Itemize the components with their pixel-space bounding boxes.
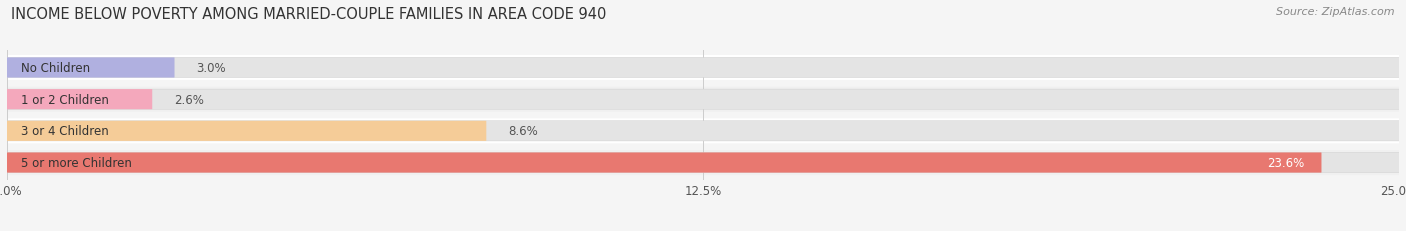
Text: 23.6%: 23.6% bbox=[1267, 156, 1305, 169]
FancyBboxPatch shape bbox=[7, 90, 152, 110]
FancyBboxPatch shape bbox=[7, 121, 486, 141]
Text: 2.6%: 2.6% bbox=[174, 93, 204, 106]
FancyBboxPatch shape bbox=[7, 90, 1399, 110]
FancyBboxPatch shape bbox=[7, 153, 1322, 173]
Text: Source: ZipAtlas.com: Source: ZipAtlas.com bbox=[1277, 7, 1395, 17]
FancyBboxPatch shape bbox=[7, 58, 1399, 78]
Text: 5 or more Children: 5 or more Children bbox=[21, 156, 132, 169]
FancyBboxPatch shape bbox=[7, 153, 1399, 173]
FancyBboxPatch shape bbox=[7, 121, 1399, 141]
FancyBboxPatch shape bbox=[7, 87, 1399, 112]
FancyBboxPatch shape bbox=[7, 119, 1399, 144]
FancyBboxPatch shape bbox=[7, 58, 174, 78]
Text: 8.6%: 8.6% bbox=[508, 125, 538, 138]
Text: INCOME BELOW POVERTY AMONG MARRIED-COUPLE FAMILIES IN AREA CODE 940: INCOME BELOW POVERTY AMONG MARRIED-COUPL… bbox=[11, 7, 606, 22]
Text: 3 or 4 Children: 3 or 4 Children bbox=[21, 125, 108, 138]
FancyBboxPatch shape bbox=[7, 150, 1399, 175]
Text: 3.0%: 3.0% bbox=[197, 62, 226, 75]
Text: 1 or 2 Children: 1 or 2 Children bbox=[21, 93, 108, 106]
FancyBboxPatch shape bbox=[7, 56, 1399, 81]
Text: No Children: No Children bbox=[21, 62, 90, 75]
